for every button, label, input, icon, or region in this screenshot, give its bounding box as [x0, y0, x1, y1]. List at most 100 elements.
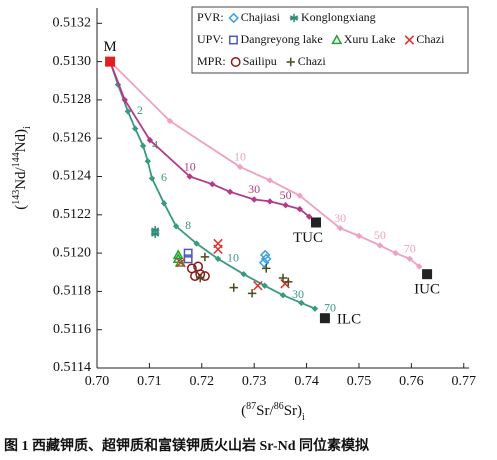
- legend-label: Chazi: [298, 54, 327, 68]
- point: [190, 271, 200, 282]
- endmember-label: IUC: [414, 282, 440, 298]
- legend-marker: [404, 35, 415, 45]
- curve-label: 2: [137, 103, 143, 117]
- y-axis-label-part: Nd): [13, 129, 29, 152]
- point: [229, 283, 238, 292]
- curve-point: [296, 205, 303, 213]
- y-tick-label: 0.5114: [53, 360, 91, 375]
- curve-point: [416, 263, 423, 270]
- legend-marker: [230, 57, 241, 67]
- x-tick-label: 0.72: [190, 374, 215, 389]
- point: [262, 264, 271, 273]
- point: [196, 273, 205, 283]
- y-tick-label: 0.5120: [53, 245, 92, 260]
- legend-marker: [228, 12, 239, 24]
- point: [193, 261, 204, 272]
- curve-label: 50: [280, 188, 292, 202]
- curve-point: [124, 108, 132, 115]
- curve-point: [166, 117, 174, 125]
- point: [253, 280, 263, 291]
- curve-point: [266, 198, 274, 205]
- curve-point: [305, 213, 313, 220]
- curve-label: 30: [334, 211, 346, 225]
- curve-point: [392, 249, 399, 257]
- x-axis-label: (87Sr/86Sr)i: [241, 401, 305, 423]
- curve-label: 6: [161, 170, 167, 184]
- mixing-curve: [109, 61, 316, 310]
- endmember: [422, 269, 433, 280]
- curve-point: [160, 200, 168, 207]
- legend-group: PVR:: [197, 10, 224, 24]
- curve-point: [236, 163, 244, 171]
- caption: 图 1 西藏钾质、超钾质和富镁钾质火山岩 Sr-Nd 同位素模拟: [4, 437, 369, 454]
- y-tick-label: 0.5122: [53, 207, 92, 222]
- y-axis-label-part: i: [22, 126, 33, 129]
- curve-point: [186, 173, 193, 180]
- x-tick-label: 0.73: [242, 374, 267, 389]
- curve-point: [250, 196, 258, 203]
- y-axis-label-part: Nd/: [13, 166, 29, 189]
- curve-point: [146, 136, 154, 144]
- point: [260, 253, 272, 265]
- y-tick-label: 0.5128: [53, 92, 92, 107]
- point: [150, 229, 160, 239]
- x-axis-label-part: (: [241, 403, 246, 419]
- point: [247, 289, 257, 298]
- endmember-label: M: [103, 39, 116, 55]
- endmember: [105, 56, 116, 67]
- point: [174, 256, 186, 267]
- point: [200, 252, 210, 262]
- curve-label: 30: [248, 182, 260, 196]
- x-axis-label-part: 87: [246, 401, 256, 412]
- curve-label: 10: [227, 251, 239, 265]
- curve-point: [121, 96, 128, 104]
- legend-label: Sailipu: [243, 54, 277, 68]
- legend: PVR: Chajiasi Konglongxiang UPV: Dangreyong …: [191, 6, 469, 74]
- point: [172, 249, 184, 260]
- point: [284, 277, 293, 287]
- legend-label: Konglongxiang: [301, 10, 376, 24]
- curve-point: [240, 270, 247, 278]
- y-tick-label: 0.5118: [53, 284, 91, 299]
- y-tick-label: 0.5116: [53, 322, 91, 337]
- legend-label: Dangreyong lake: [240, 32, 322, 46]
- x-axis-label-part: Sr/: [256, 403, 274, 419]
- curve-point: [279, 292, 287, 299]
- x-tick-label: 0.71: [137, 374, 162, 389]
- curve-point: [144, 157, 152, 165]
- x-tick-label: 0.74: [294, 374, 319, 389]
- y-tick-label: 0.5126: [53, 130, 92, 145]
- curve-point: [282, 202, 289, 209]
- legend-group: UPV:: [197, 32, 223, 46]
- curve-point: [311, 305, 319, 312]
- legend-marker: [331, 34, 343, 45]
- y-axis-label-part: 144: [11, 152, 22, 167]
- curve-point: [296, 192, 303, 199]
- curve-label: 70: [324, 300, 336, 314]
- curve-label: 50: [374, 228, 386, 242]
- legend-label: Xuru Lake: [344, 32, 396, 46]
- curve-label: 10: [234, 150, 246, 164]
- curve-point: [298, 299, 305, 307]
- curve-point: [209, 180, 216, 188]
- curve-point: [172, 223, 180, 230]
- curve-point: [148, 175, 156, 182]
- curve-point: [376, 242, 384, 249]
- curve-point: [226, 188, 234, 196]
- curve-point: [336, 225, 344, 232]
- curve-point: [139, 142, 147, 150]
- endmember-label: ILC: [337, 312, 361, 328]
- endmember: [319, 313, 330, 324]
- x-axis-label-part: i: [302, 412, 305, 423]
- endmember: [311, 217, 322, 228]
- y-tick-label: 0.5132: [53, 16, 92, 31]
- curve-point: [406, 255, 413, 263]
- endmember-label: TUC: [293, 230, 323, 246]
- x-tick-label: 0.76: [399, 374, 424, 389]
- curve-point: [132, 125, 139, 132]
- curve-point: [261, 282, 268, 289]
- x-tick-label: 0.75: [347, 374, 372, 389]
- curve-point: [214, 255, 222, 263]
- curve-point: [266, 177, 274, 184]
